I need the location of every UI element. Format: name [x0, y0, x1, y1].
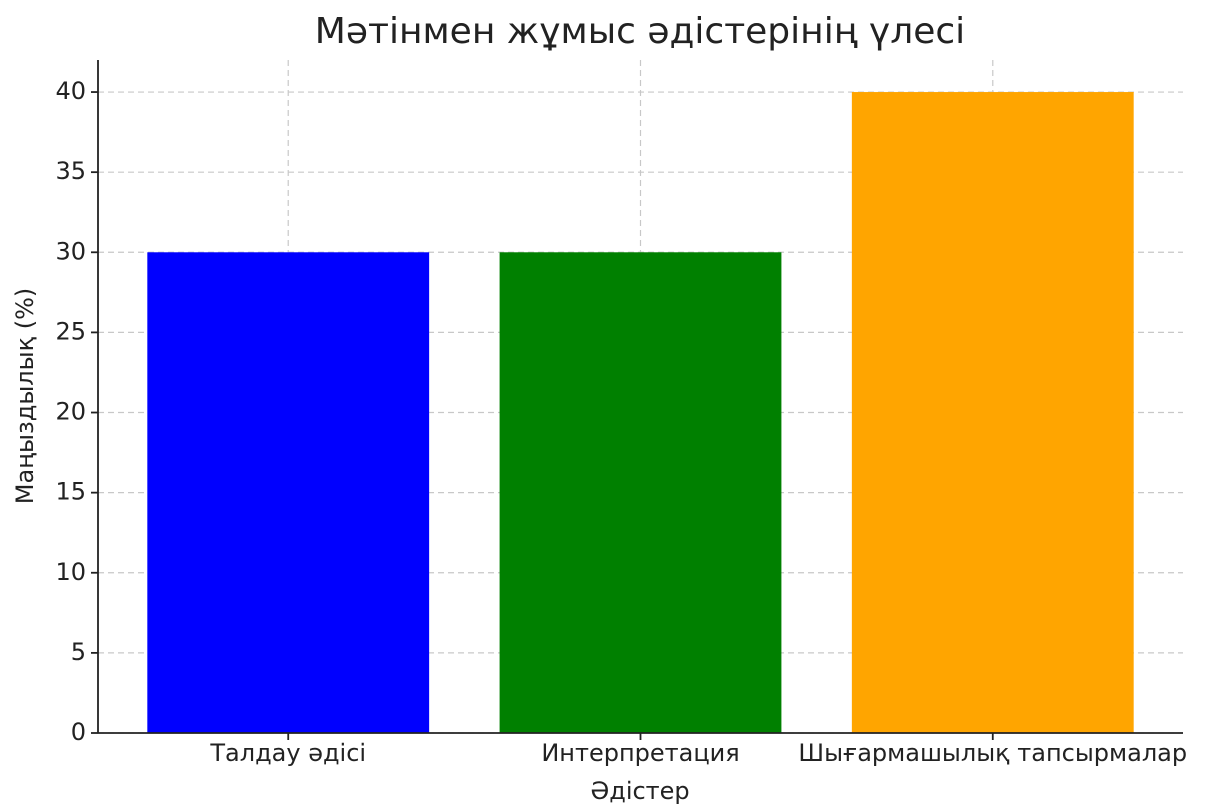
y-tick-label: 35 [55, 157, 86, 185]
axes: 0 5 10 15 20 25 30 35 40 Талдау әдісі Интерпретаци… [55, 60, 1187, 767]
y-tick-label: 10 [55, 558, 86, 586]
bar [851, 92, 1134, 734]
y-tick-label: 15 [55, 478, 86, 506]
x-tick-label: Талдау әдісі [209, 739, 366, 767]
x-tick-label: Шығармашылық тапсырмалар [798, 739, 1187, 767]
y-axis-label: Маңыздылық (%) [11, 288, 39, 504]
bar [147, 252, 430, 734]
y-tick-label: 20 [55, 398, 86, 426]
chart-title: Мәтінмен жұмыс әдістерінің үлесі [315, 11, 965, 52]
y-tick-label: 40 [55, 77, 86, 105]
y-tick-label: 25 [55, 317, 86, 345]
bar [499, 252, 782, 734]
bars [147, 92, 1134, 734]
x-tick-label: Интерпретация [541, 739, 739, 767]
y-tick-label: 5 [71, 638, 86, 666]
y-tick-label: 30 [55, 237, 86, 265]
y-tick-label: 0 [71, 718, 86, 746]
x-axis-label: Әдістер [590, 777, 689, 805]
